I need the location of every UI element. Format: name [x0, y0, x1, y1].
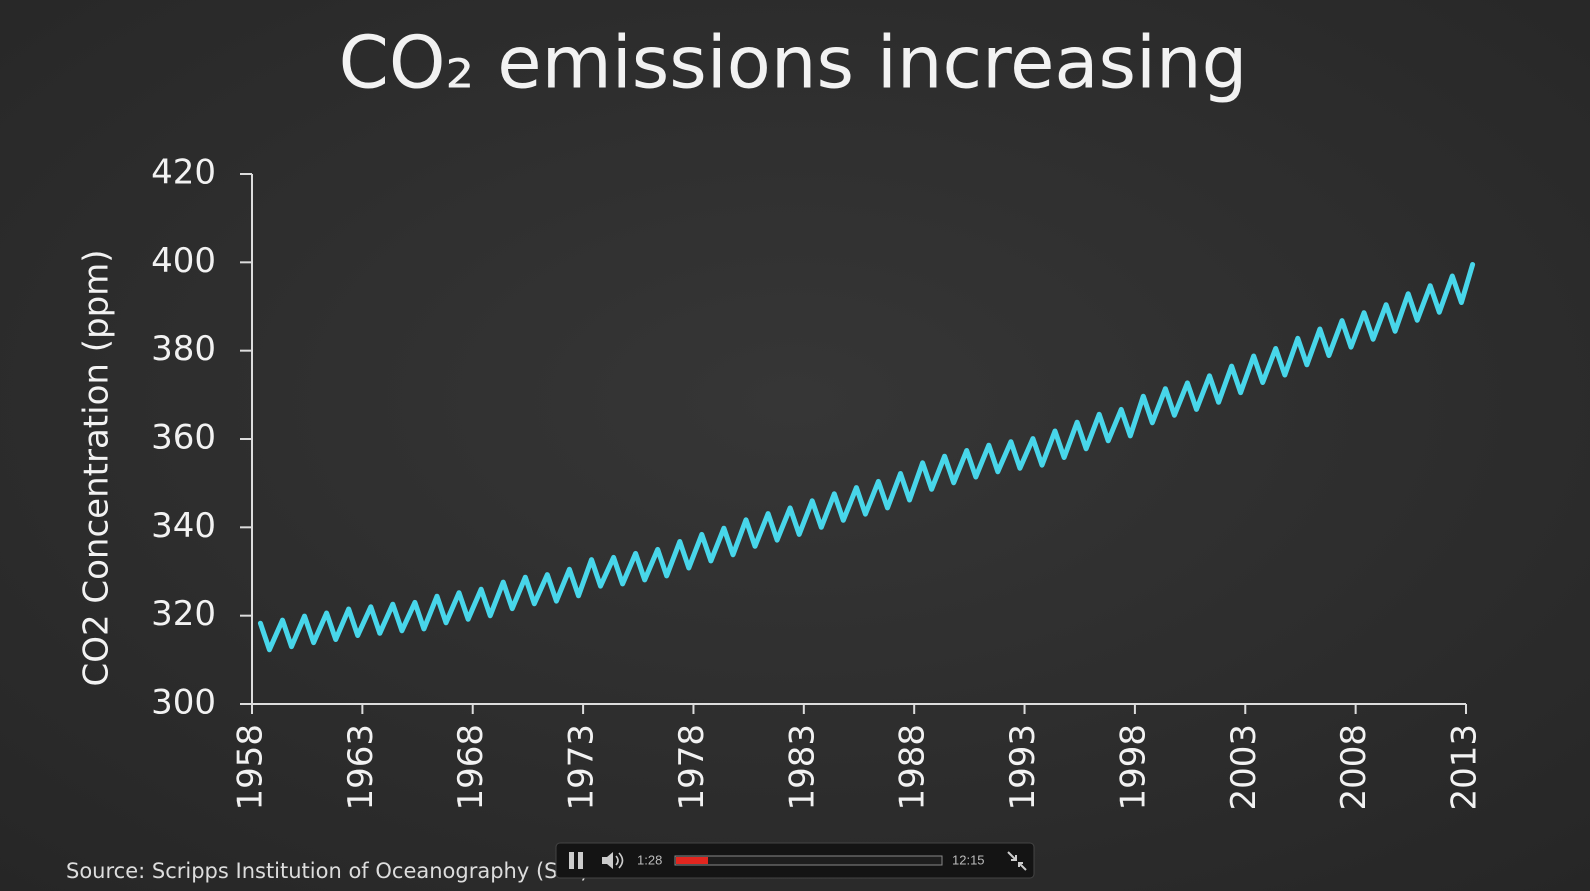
- x-tick-label: 1963: [341, 724, 381, 811]
- y-tick-label: 360: [151, 418, 216, 458]
- x-tick-label: 1988: [893, 724, 933, 811]
- speaker-waves: [615, 852, 624, 869]
- fullscreen-icon: [1007, 851, 1027, 871]
- elapsed-time: 1:28: [637, 852, 662, 867]
- y-tick-label: 320: [151, 594, 216, 634]
- x-tick-label: 1968: [451, 724, 491, 811]
- pause-icon: [578, 852, 583, 869]
- duration: 12:15: [952, 852, 985, 867]
- video-controls: 1:28 12:15: [555, 842, 1035, 879]
- y-tick-label: 340: [151, 506, 216, 546]
- x-tick-label: 1958: [231, 724, 271, 811]
- x-tick-label: 2003: [1224, 724, 1264, 811]
- source-note: Source: Scripps Institution of Oceanogra…: [66, 859, 588, 883]
- x-tick-label: 1983: [782, 724, 822, 811]
- data-line: [257, 262, 1476, 653]
- pause-icon: [569, 852, 574, 869]
- exit-fullscreen-button[interactable]: [1007, 851, 1027, 871]
- y-tick-label: 420: [151, 153, 216, 193]
- x-tick-label: 2013: [1445, 724, 1485, 811]
- y-axis-label: CO2 Concentration (ppm): [77, 249, 117, 686]
- progress-bar[interactable]: [674, 855, 943, 866]
- y-tick-label: 400: [151, 241, 216, 281]
- volume-button[interactable]: [602, 852, 624, 869]
- y-tick-label: 300: [151, 683, 216, 723]
- speaker-icon: [602, 852, 613, 869]
- progress-track: [674, 855, 943, 866]
- x-tick-label: 1993: [1003, 724, 1043, 811]
- x-tick-label: 1978: [672, 724, 712, 811]
- x-tick-label: 1973: [562, 724, 602, 811]
- pause-button[interactable]: [569, 852, 583, 869]
- y-tick-label: 380: [151, 329, 216, 369]
- x-tick-label: 2008: [1334, 724, 1374, 811]
- chart-title: CO₂ emissions increasing: [339, 21, 1248, 105]
- progress-fill: [676, 857, 708, 864]
- x-tick-label: 1998: [1113, 724, 1153, 811]
